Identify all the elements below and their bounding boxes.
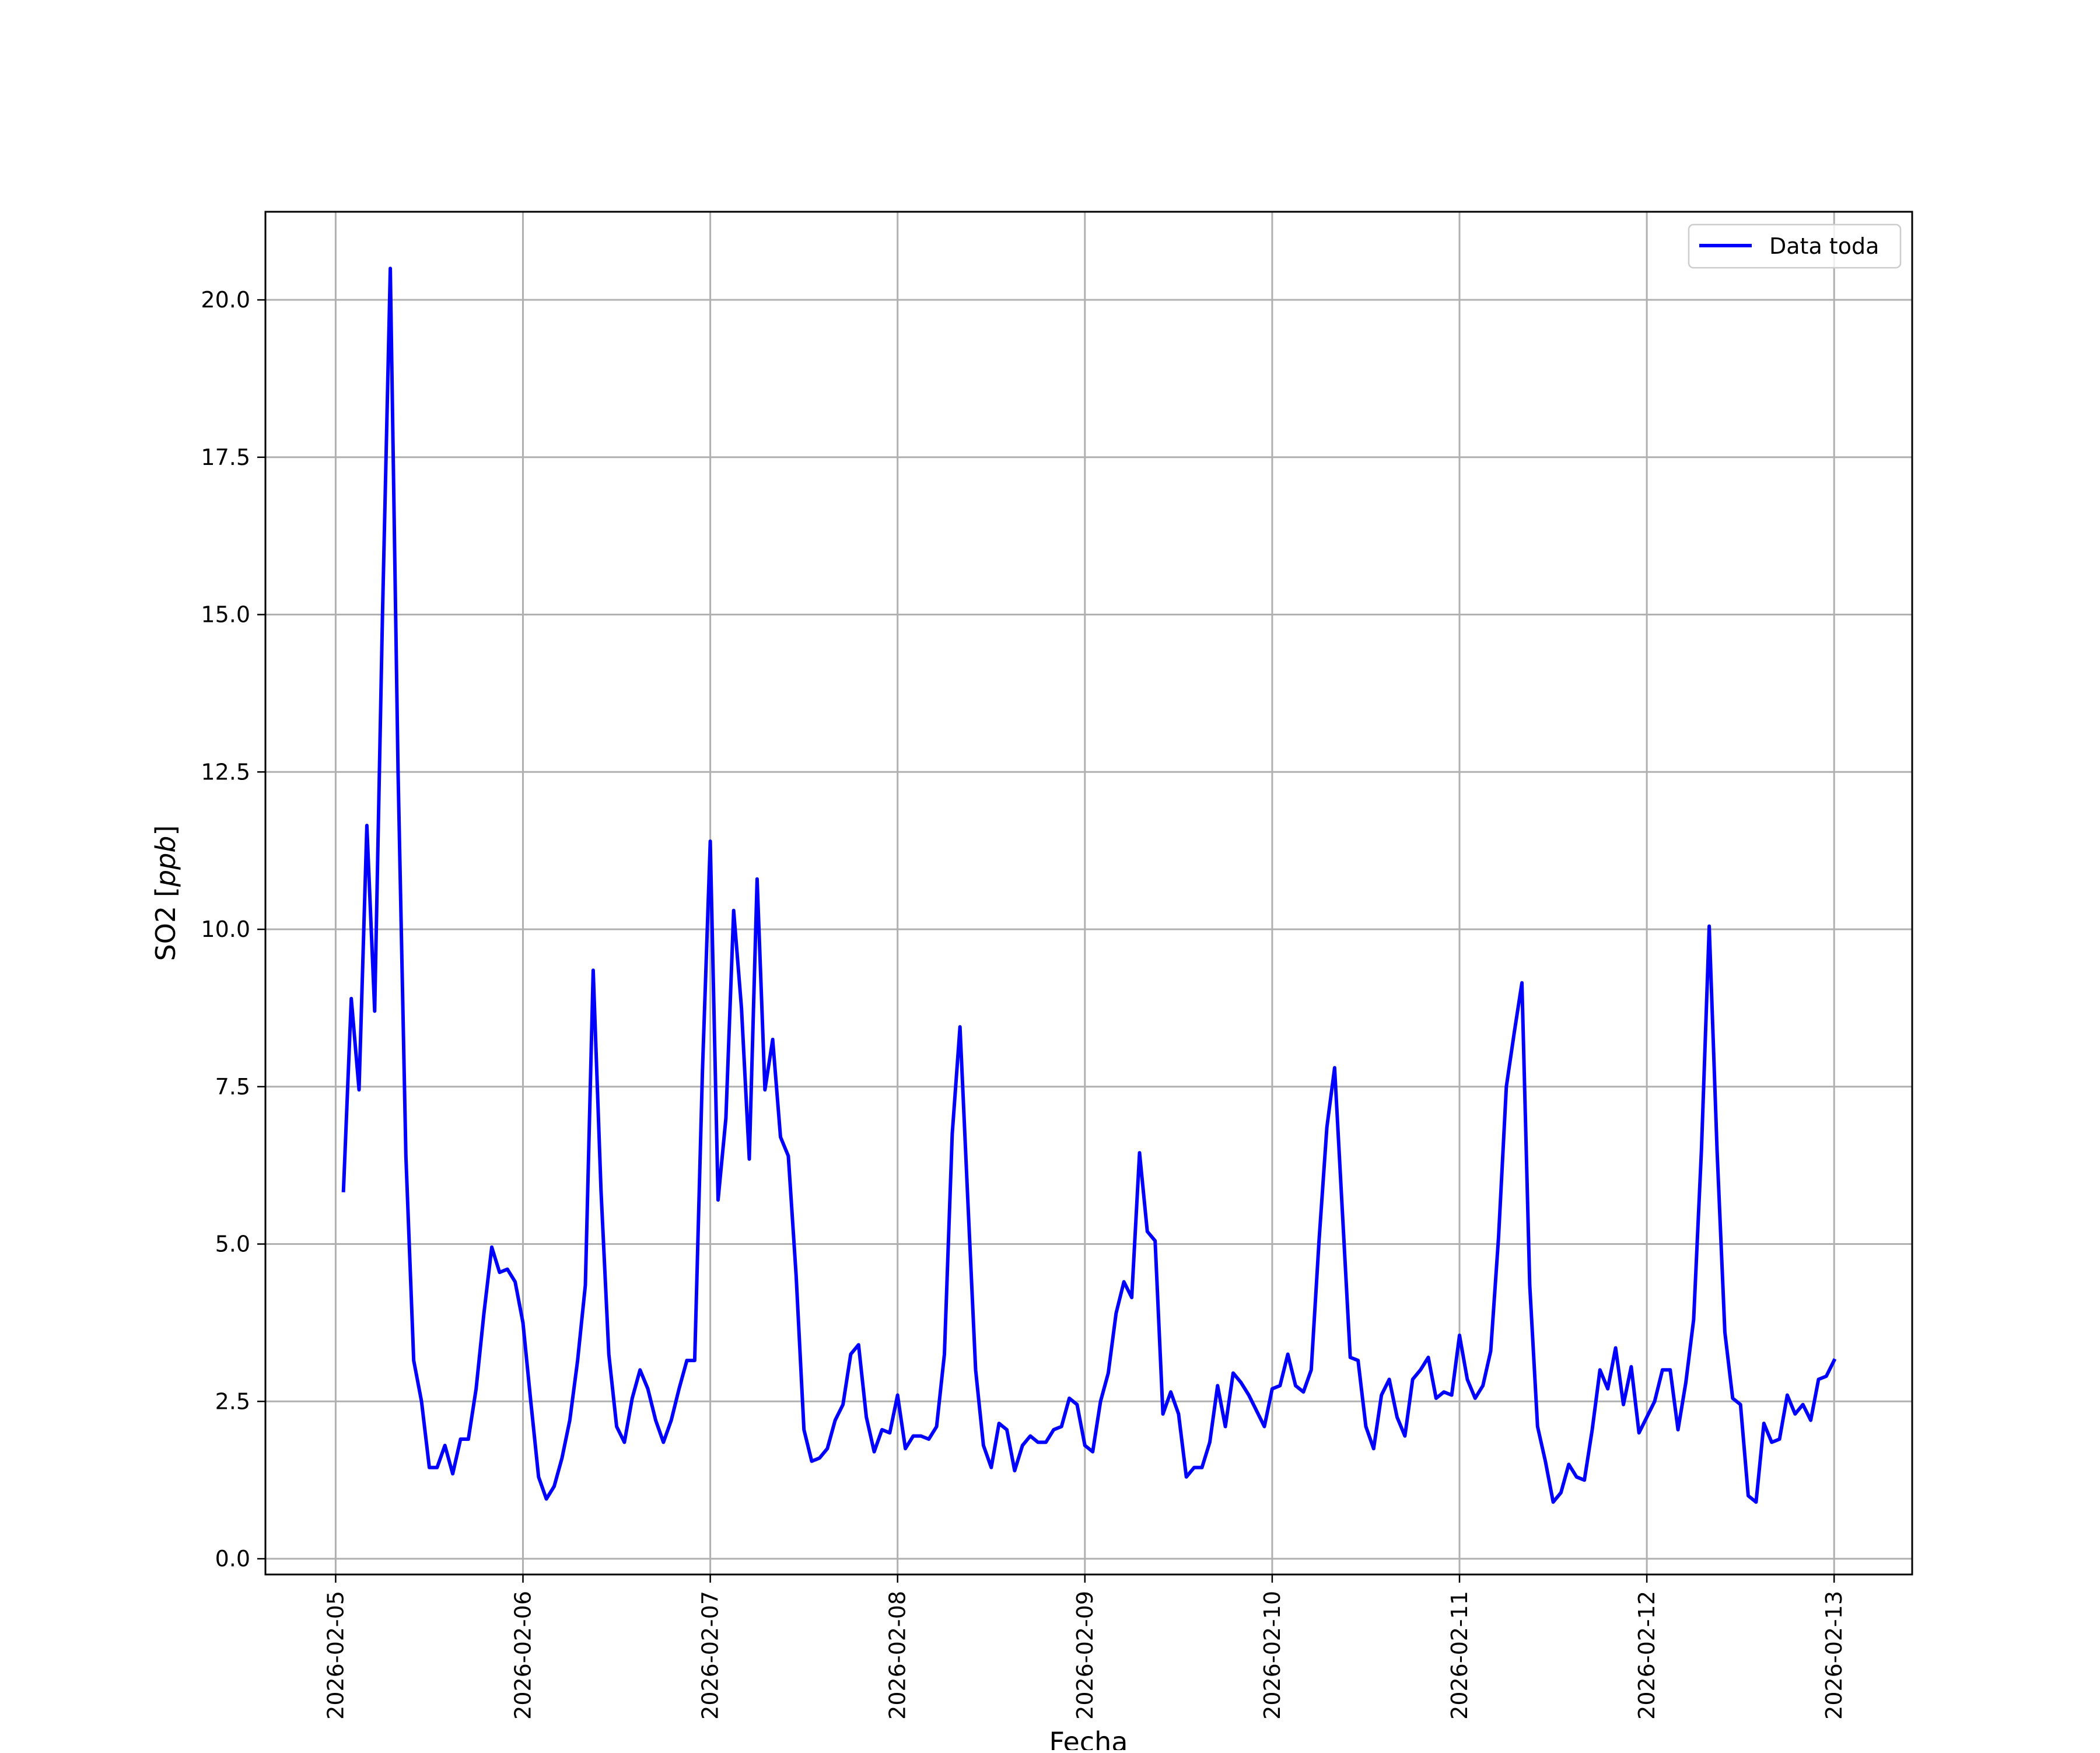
y-tick-labels: 0.0 2.5 5.0 7.5 10.0 12.5 15.0 17.5 20.0	[201, 287, 250, 1572]
x-axis-label: Fecha	[1049, 1726, 1128, 1750]
x-tick-label: 2026-02-06	[510, 1591, 536, 1720]
y-axis-label-open-bracket: [	[150, 887, 181, 897]
y-axis-label: SO2 [ppb]	[150, 825, 181, 961]
legend-box	[1688, 223, 1902, 269]
x-tick-label: 2026-02-13	[1821, 1591, 1847, 1720]
series-layer	[341, 267, 1837, 1504]
x-tick-label: 2026-02-11	[1447, 1591, 1472, 1720]
y-axis-label-close-bracket: ]	[150, 825, 181, 836]
y-axis-label-unit: ppb	[150, 836, 181, 888]
x-tick-labels: 2026-02-05 2026-02-06 2026-02-07 2026-02-08…	[323, 1591, 1847, 1720]
y-tick-label: 12.5	[201, 759, 250, 785]
plot-frame	[264, 211, 1913, 1576]
y-axis-label-plain: SO2	[150, 897, 181, 961]
x-tick-label: 2026-02-09	[1072, 1591, 1098, 1720]
y-tick-label: 5.0	[215, 1231, 250, 1257]
x-tick-label: 2026-02-10	[1259, 1591, 1285, 1720]
y-tick-label: 10.0	[201, 916, 250, 942]
y-tick-label: 20.0	[201, 287, 250, 313]
y-tick-label: 2.5	[215, 1388, 250, 1414]
x-tick-label: 2026-02-08	[885, 1591, 911, 1720]
y-tick-label: 7.5	[215, 1074, 250, 1100]
legend-label: Data toda	[1769, 233, 1879, 259]
x-tick-label: 2026-02-07	[698, 1591, 723, 1720]
x-tick-label: 2026-02-05	[323, 1591, 348, 1720]
x-tick-label: 2026-02-12	[1634, 1591, 1660, 1720]
legend: Data toda	[1688, 223, 1902, 269]
series-line-data-toda	[341, 267, 1837, 1504]
y-tick-label: 17.5	[201, 445, 250, 470]
y-tick-label: 0.0	[215, 1546, 250, 1572]
grid	[265, 212, 1912, 1574]
y-tick-label: 15.0	[201, 602, 250, 628]
axis-ticks	[257, 299, 1835, 1583]
